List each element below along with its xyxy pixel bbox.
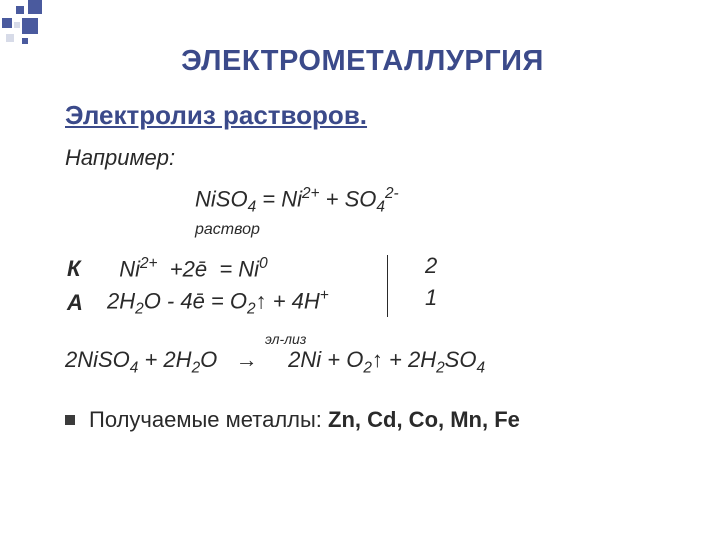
- bullet-square-icon: [65, 415, 75, 425]
- page-title: ЭЛЕКТРОМЕТАЛЛУРГИЯ: [65, 45, 660, 78]
- dissociation-state: раствор: [65, 221, 660, 239]
- overall-reaction: эл-лиз 2NiSO4 + 2H2O → 2Ni + O2↑ + 2H2SO…: [65, 347, 660, 377]
- section-subtitle: Электролиз растворов.: [65, 100, 660, 131]
- cathode-label: К: [65, 253, 107, 285]
- anode-equation: 2H2O - 4ē = O2↑ + 4H+: [107, 285, 329, 321]
- example-label: Например:: [65, 145, 660, 171]
- slide-content: ЭЛЕКТРОМЕТАЛЛУРГИЯ Электролиз растворов.…: [0, 0, 720, 433]
- dissociation-formula: NiSO4 = Ni2+ + SO42-: [65, 185, 660, 217]
- cathode-row: К Ni2+ +2ē = Ni0: [65, 253, 660, 285]
- anode-multiplier: 1: [425, 285, 437, 311]
- vertical-divider: [387, 255, 388, 317]
- arrow-condition-label: эл-лиз: [265, 331, 306, 347]
- bullet-item: Получаемые металлы: Zn, Cd, Co, Mn, Fe: [65, 407, 660, 433]
- anode-label: А: [65, 287, 107, 319]
- bullet-text: Получаемые металлы: Zn, Cd, Co, Mn, Fe: [89, 407, 520, 433]
- anode-row: А 2H2O - 4ē = O2↑ + 4H+: [65, 285, 660, 321]
- overall-equation: 2NiSO4 + 2H2O → 2Ni + O2↑ + 2H2SO4: [65, 347, 660, 377]
- dissociation-equation: NiSO4 = Ni2+ + SO42-: [65, 185, 660, 217]
- cathode-multiplier: 2: [425, 253, 437, 279]
- electrode-equations: К Ni2+ +2ē = Ni0 А 2H2O - 4ē = O2↑ + 4H+…: [65, 253, 660, 321]
- cathode-equation: Ni2+ +2ē = Ni0: [107, 253, 268, 285]
